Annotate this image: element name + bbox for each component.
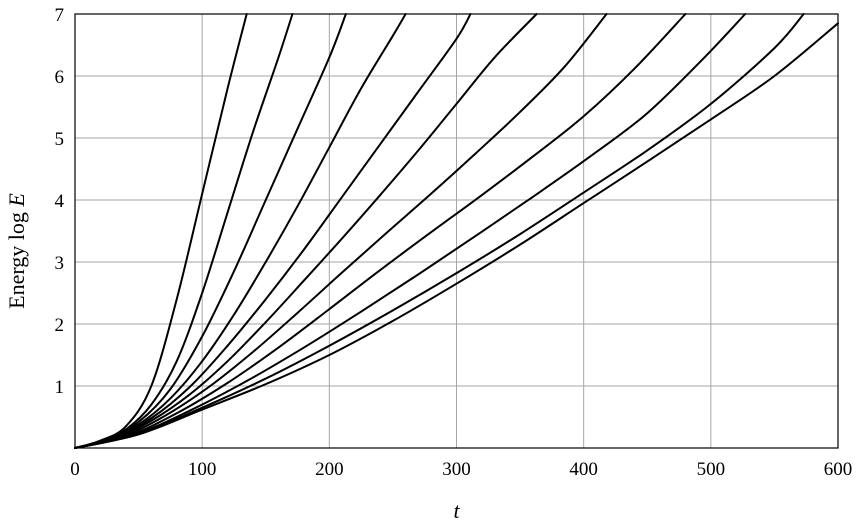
x-tick-label: 300 xyxy=(442,459,471,480)
series-line-9 xyxy=(74,13,747,449)
y-axis-label-variable: E xyxy=(4,193,29,208)
x-tick-label: 200 xyxy=(315,459,344,480)
x-tick-label: 0 xyxy=(70,459,80,480)
y-tick-label: 3 xyxy=(55,253,65,274)
x-tick-label: 400 xyxy=(569,459,598,480)
x-axis-label: t xyxy=(453,498,460,523)
x-tick-label: 600 xyxy=(824,459,853,480)
series-line-4 xyxy=(74,13,407,449)
y-axis-label-prefix: Energy log xyxy=(4,207,29,309)
y-axis-label: Energy log E xyxy=(4,193,29,309)
y-tick-label: 1 xyxy=(55,377,65,398)
series-line-10 xyxy=(74,13,805,449)
x-tick-labels: 0 100 200 300 400 500 600 xyxy=(70,459,852,480)
series-line-6 xyxy=(74,13,538,449)
plot-frame xyxy=(74,13,839,449)
y-tick-labels: 1 2 3 4 5 6 7 xyxy=(55,5,65,398)
grid-lines xyxy=(75,14,838,448)
y-tick-label: 5 xyxy=(55,129,65,150)
series-line-5 xyxy=(74,13,472,449)
series-line-7 xyxy=(74,13,608,449)
series-line-8 xyxy=(74,13,687,449)
y-tick-label: 7 xyxy=(55,5,65,26)
y-tick-label: 4 xyxy=(55,191,65,212)
x-tick-label: 500 xyxy=(697,459,726,480)
x-tick-label: 100 xyxy=(188,459,217,480)
y-tick-label: 2 xyxy=(55,315,65,336)
series-line-11 xyxy=(74,22,839,449)
y-tick-label: 6 xyxy=(55,67,65,88)
series-lines xyxy=(74,13,839,449)
series-line-3 xyxy=(74,13,347,449)
